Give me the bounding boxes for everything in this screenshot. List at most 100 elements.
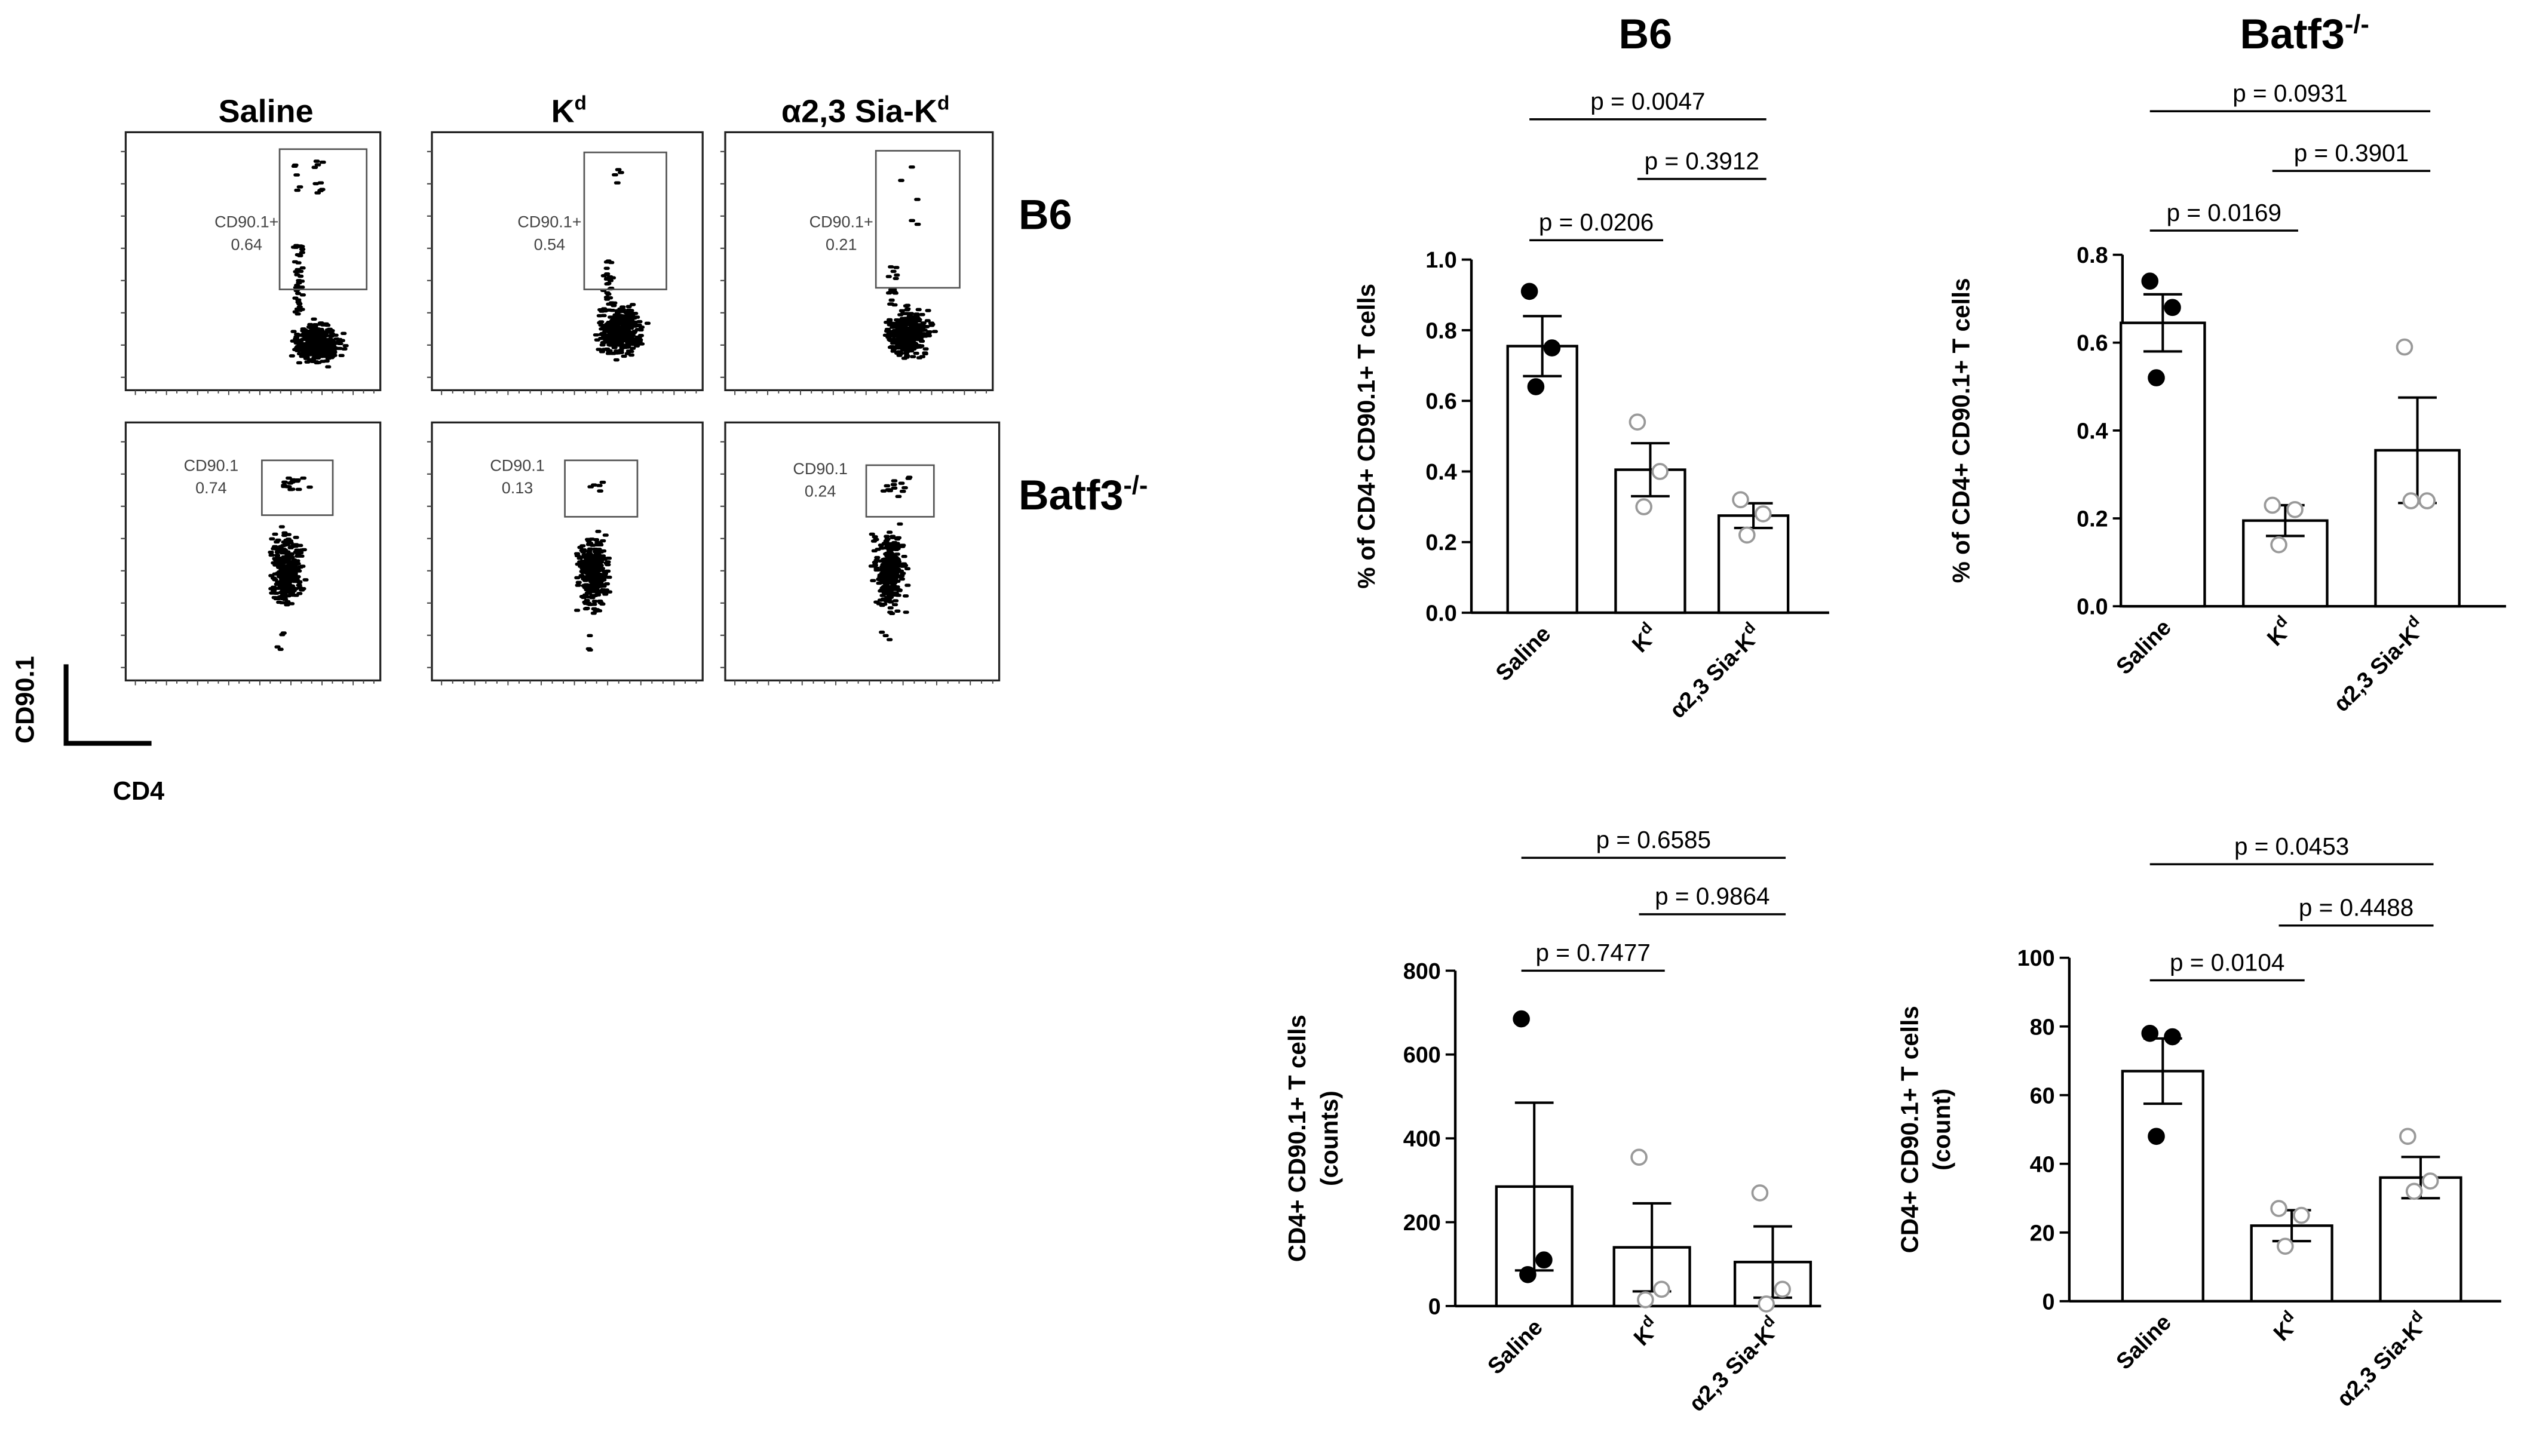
data-point: [2270, 536, 2287, 554]
flow-dotplot: [121, 131, 382, 395]
dotplot-frame: [724, 421, 1001, 681]
x-tick-label: Kd: [2266, 1307, 2305, 1346]
gate-box: [261, 459, 334, 516]
y-axis-label: % of CD4+ CD90.1+ T cells: [1353, 284, 1380, 589]
gate-box: [564, 459, 639, 518]
p-value-label: p = 0.6585: [1596, 826, 1711, 853]
data-point: [2286, 500, 2304, 518]
flow-dotplot: [720, 421, 1001, 686]
y-tick-label: 0.6: [1425, 389, 1456, 414]
gate-label: CD90.1+ 0.54: [517, 214, 582, 255]
y-tick-label: 1.0: [1425, 248, 1456, 273]
data-point: [2164, 299, 2181, 317]
y-tick-label: 0.2: [2077, 507, 2108, 532]
x-tick-label: α2,3 Sia-Kd: [1662, 618, 1767, 723]
data-point: [2293, 1206, 2310, 1224]
dotplot-frame: [124, 131, 382, 391]
y-tick-label: 40: [2030, 1152, 2055, 1177]
data-point: [2421, 1172, 2439, 1190]
data-point: [2277, 1237, 2294, 1255]
y-tick-label: 0.8: [2077, 243, 2108, 268]
p-value-label: p = 0.7477: [1536, 939, 1651, 966]
flow-dotplot: [121, 421, 382, 686]
dotplot-events: [882, 165, 939, 360]
data-point: [1535, 1251, 1553, 1269]
flow-dotplot: [427, 131, 704, 395]
gate-label: CD90.1 0.24: [793, 461, 848, 502]
x-tick-label: α2,3 Sia-Kd: [1681, 1311, 1786, 1417]
gate-label: CD90.1 0.13: [490, 457, 545, 499]
dotplot-events: [268, 476, 313, 651]
data-point: [1543, 339, 1561, 357]
y-tick-label: 800: [1403, 959, 1441, 984]
p-value-label: p = 0.3912: [1645, 147, 1759, 174]
gate-label: CD90.1+ 0.21: [809, 214, 873, 255]
dotplot-frame: [124, 421, 382, 681]
column-header-saline: Saline: [218, 94, 314, 130]
data-point: [1637, 1291, 1654, 1308]
y-tick-label: 0.2: [1425, 530, 1456, 555]
data-point: [1774, 1280, 1791, 1298]
bar-chart: 0.0 0.2 0.4 0.6 0.8 1.0 % of CD4+ CD90.1+ T ce…: [1353, 88, 1829, 723]
y-axis-label: (counts): [1315, 1091, 1343, 1186]
column-header-kd: Kd: [551, 91, 587, 130]
x-tick-label: Saline: [2112, 615, 2176, 680]
data-point: [2270, 1200, 2287, 1217]
p-value-label: p = 0.3901: [2294, 139, 2409, 167]
dotplot-events: [868, 475, 913, 641]
dotplot-frame: [724, 131, 994, 391]
dotplot-events: [574, 480, 613, 652]
y-tick-label: 0.8: [1425, 318, 1456, 343]
data-point: [1758, 1295, 1775, 1313]
bar-chart: 0.0 0.2 0.4 0.6 0.8 % of CD4+ CD90.1+ T cells…: [1948, 79, 2506, 717]
column-header-sia-kd: α2,3 Sia-Kd: [781, 91, 950, 130]
gate-box: [865, 464, 935, 518]
gate-label: CD90.1 0.74: [183, 457, 239, 499]
data-point: [2399, 1128, 2416, 1145]
gate-box: [583, 151, 667, 290]
axis-corner-marker: [63, 664, 152, 746]
row-header-batf3: Batf3-/-: [1018, 471, 1148, 520]
data-point: [1520, 282, 1538, 300]
data-point: [2405, 1182, 2423, 1200]
x-tick-label: Saline: [1483, 1314, 1547, 1379]
bar: [2120, 321, 2206, 608]
bar-chart: 0 20 40 60 80 100 CD4+ CD90.1+ T cells (count) S…: [1896, 833, 2501, 1412]
data-point: [2141, 272, 2159, 290]
data-point: [2148, 369, 2165, 386]
x-tick-label: Saline: [2112, 1310, 2176, 1374]
flow-dotplot: [720, 131, 994, 395]
x-tick-label: Kd: [1626, 1311, 1666, 1351]
y-tick-label: 400: [1403, 1127, 1441, 1152]
y-tick-label: 0.6: [2077, 331, 2108, 356]
p-value-label: p = 0.0104: [2170, 948, 2284, 976]
flow-dotplot: [427, 421, 704, 686]
y-tick-label: 0.0: [1425, 601, 1456, 626]
gate-box: [875, 150, 961, 289]
gate-box: [278, 148, 368, 290]
bar-chart: 0 200 400 600 800 CD4+ CD90.1+ T cells (counts…: [1283, 826, 1821, 1417]
y-tick-label: 100: [2017, 946, 2055, 971]
data-point: [2418, 492, 2436, 509]
data-point: [1751, 1184, 1769, 1202]
flow-x-axis-label: CD4: [112, 779, 165, 806]
y-tick-label: 600: [1403, 1043, 1441, 1068]
data-point: [1630, 1148, 1648, 1166]
dotplot-events: [593, 168, 651, 362]
y-axis-label: CD4+ CD90.1+ T cells: [1283, 1015, 1311, 1262]
x-tick-label: Kd: [2259, 612, 2299, 652]
x-tick-label: Kd: [1624, 618, 1664, 658]
y-tick-label: 60: [2030, 1083, 2055, 1108]
y-tick-label: 200: [1403, 1211, 1441, 1236]
p-value-label: p = 0.0169: [2167, 199, 2281, 226]
x-tick-label: α2,3 Sia-Kd: [2326, 612, 2431, 717]
p-value-label: p = 0.0453: [2234, 833, 2349, 860]
p-value-label: p = 0.0931: [2232, 79, 2347, 107]
y-tick-label: 0.4: [2077, 419, 2108, 444]
data-point: [1653, 1280, 1670, 1298]
data-point: [1513, 1010, 1530, 1028]
flow-y-axis-label: CD90.1: [13, 656, 41, 744]
y-tick-label: 20: [2030, 1221, 2055, 1246]
